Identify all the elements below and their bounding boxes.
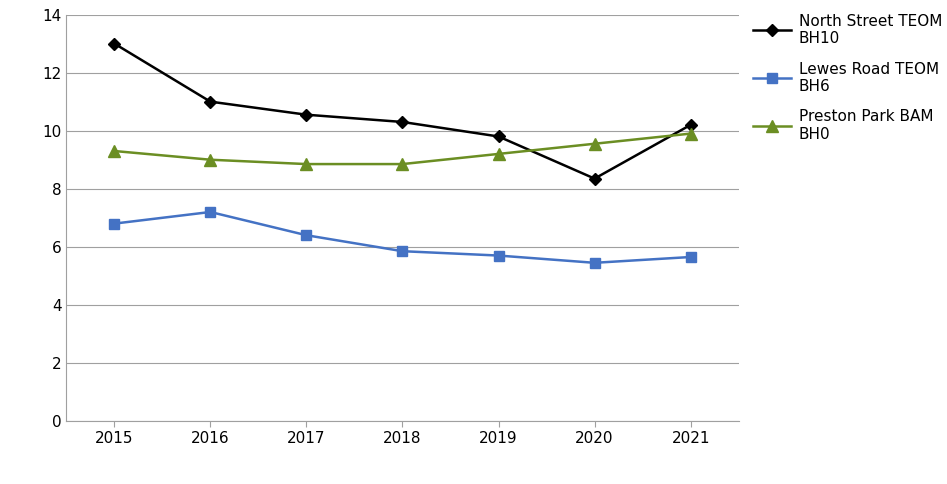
- Line: Preston Park BAM
BH0: Preston Park BAM BH0: [109, 128, 696, 169]
- Preston Park BAM
BH0: [301, 161, 313, 167]
- Lewes Road TEOM
BH6: [397, 248, 408, 254]
- Lewes Road TEOM
BH6: [589, 260, 600, 266]
- North Street TEOM
BH10: [109, 41, 120, 46]
- North Street TEOM
BH10: [397, 119, 408, 125]
- North Street TEOM
BH10: [589, 176, 600, 182]
- Lewes Road TEOM
BH6: [685, 254, 696, 260]
- Preston Park BAM
BH0: [205, 157, 216, 163]
- North Street TEOM
BH10: [301, 112, 313, 118]
- Preston Park BAM
BH0: [109, 148, 120, 154]
- Line: Lewes Road TEOM
BH6: Lewes Road TEOM BH6: [110, 207, 695, 268]
- Lewes Road TEOM
BH6: [109, 221, 120, 227]
- North Street TEOM
BH10: [205, 99, 216, 105]
- Line: North Street TEOM
BH10: North Street TEOM BH10: [110, 39, 695, 183]
- Preston Park BAM
BH0: [589, 141, 600, 147]
- Legend: North Street TEOM
BH10, Lewes Road TEOM
BH6, Preston Park BAM
BH0: North Street TEOM BH10, Lewes Road TEOM …: [753, 14, 942, 142]
- Preston Park BAM
BH0: [492, 151, 504, 157]
- Lewes Road TEOM
BH6: [205, 209, 216, 215]
- Preston Park BAM
BH0: [685, 131, 696, 136]
- North Street TEOM
BH10: [685, 122, 696, 128]
- Lewes Road TEOM
BH6: [301, 232, 313, 238]
- North Street TEOM
BH10: [492, 134, 504, 139]
- Preston Park BAM
BH0: [397, 161, 408, 167]
- Lewes Road TEOM
BH6: [492, 253, 504, 258]
